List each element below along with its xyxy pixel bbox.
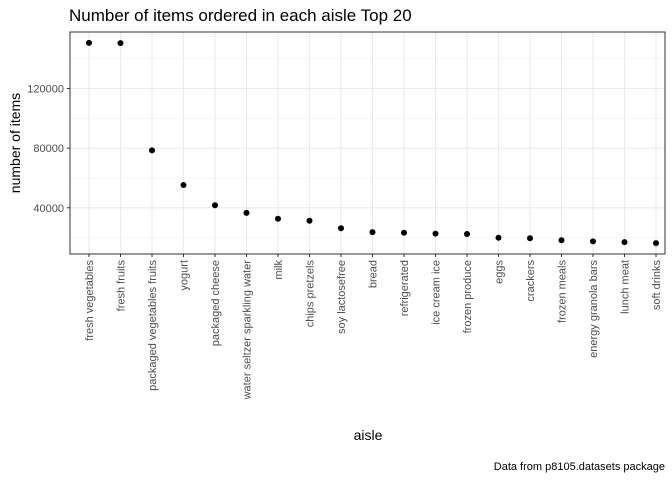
x-tick-label: soft drinks: [651, 260, 663, 311]
x-axis: fresh vegetables fresh fruits packaged veg…: [84, 254, 663, 400]
x-tick-label: energy granola bars: [588, 260, 600, 358]
data-point: [527, 235, 533, 242]
x-tick-label: refrigerated: [399, 260, 411, 316]
data-point: [338, 225, 344, 232]
data-point: [653, 240, 659, 247]
y-axis: 40000 80000 120000: [27, 84, 70, 215]
data-point: [369, 229, 376, 236]
data-point: [495, 234, 502, 241]
x-tick-label: ice cream ice: [431, 260, 443, 325]
x-tick-label: lunch meat: [620, 260, 632, 314]
data-point: [275, 215, 281, 222]
data-point: [621, 239, 628, 246]
y-axis-title: number of items: [7, 93, 23, 193]
data-point: [401, 229, 407, 236]
data-point: [306, 217, 313, 224]
x-tick-label: fresh vegetables: [84, 260, 96, 341]
x-tick-label: yogurt: [179, 260, 191, 291]
data-point: [432, 230, 439, 237]
x-tick-label: soy lactosefree: [336, 260, 348, 334]
chart-title: Number of items ordered in each aisle To…: [69, 6, 412, 25]
chart-caption: Data from p8105.datasets package: [494, 461, 665, 473]
data-points: [86, 39, 659, 247]
grid: [70, 32, 665, 254]
x-tick-label: frozen produce: [462, 260, 474, 333]
data-point: [149, 147, 155, 154]
y-tick-label: 80000: [33, 143, 64, 155]
x-tick-label: milk: [273, 260, 285, 280]
x-tick-label: eggs: [494, 260, 506, 284]
x-tick-label: water seltzer sparkling water: [242, 260, 254, 401]
y-tick-label: 120000: [27, 84, 64, 96]
x-tick-label: fresh fruits: [116, 260, 128, 312]
data-point: [590, 238, 596, 245]
panel-border: [69, 31, 666, 255]
x-tick-label: crackers: [525, 260, 537, 302]
y-tick-label: 40000: [33, 203, 64, 215]
x-tick-label: frozen meals: [557, 260, 569, 323]
x-axis-title: aisle: [354, 427, 383, 443]
data-point: [86, 39, 92, 46]
x-tick-label: packaged vegetables fruits: [147, 260, 159, 391]
data-point: [117, 40, 124, 47]
x-tick-label: packaged cheese: [210, 260, 222, 346]
data-point: [464, 230, 470, 237]
data-point: [243, 209, 250, 216]
data-point: [558, 237, 565, 244]
data-point: [180, 182, 187, 189]
data-point: [212, 202, 218, 209]
x-tick-label: bread: [368, 260, 380, 288]
x-tick-label: chips pretzels: [305, 260, 317, 328]
